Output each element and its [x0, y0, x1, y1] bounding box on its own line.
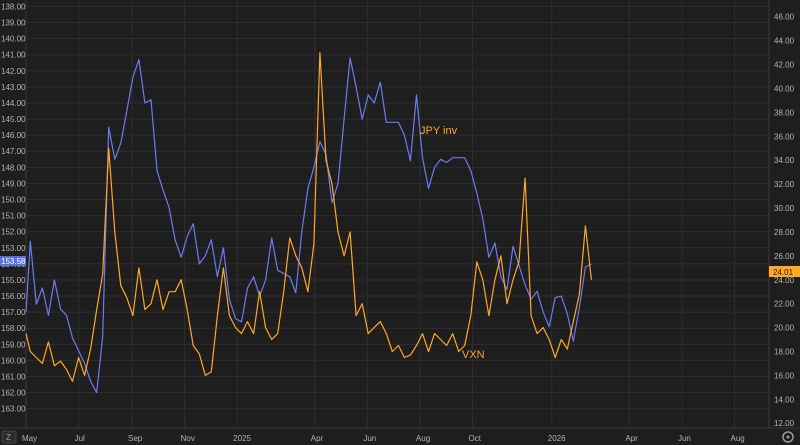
right-tick-label: 44.00: [774, 37, 795, 46]
x-tick-label: Jul: [75, 434, 85, 443]
x-tick-label: Aug: [731, 434, 745, 443]
x-axis-ticks: May Jul Sep Nov 2025 Apr Jun Aug Oct 2026 Apr Jun Au…: [22, 434, 745, 443]
series-lines: [25, 51, 592, 394]
x-tick-label: Nov: [181, 434, 195, 443]
left-tick-label: 145.00: [1, 115, 26, 124]
left-tick-label: 156.00: [1, 292, 26, 301]
series-line-vxn: [25, 51, 592, 382]
svg-text:24.01: 24.01: [773, 268, 794, 277]
right-tick-label: 24.00: [774, 276, 795, 285]
right-tick-label: 42.00: [774, 61, 795, 70]
left-tick-label: 146.00: [1, 131, 26, 140]
left-tick-label: 157.00: [1, 308, 26, 317]
right-tick-label: 14.00: [774, 395, 795, 404]
right-tick-label: 20.00: [774, 324, 795, 333]
grid: [25, 0, 769, 428]
left-tick-label: 147.00: [1, 147, 26, 156]
left-tick-label: 138.00: [1, 2, 26, 11]
left-tick-label: 141.00: [1, 51, 26, 60]
left-tick-label: 161.00: [1, 373, 26, 382]
right-axis-ticks: 12.00 14.00 16.00 18.00 20.00 22.00 24.00 26.00…: [774, 13, 795, 428]
right-tick-label: 38.00: [774, 108, 795, 117]
right-tick-label: 34.00: [774, 156, 795, 165]
right-tick-label: 18.00: [774, 347, 795, 356]
x-tick-label: Apr: [625, 434, 638, 443]
x-tick-label: Sep: [128, 434, 143, 443]
left-tick-label: 160.00: [1, 356, 26, 365]
left-tick-label: 139.00: [1, 19, 26, 28]
right-current-badge: 24.01: [769, 266, 800, 277]
x-tick-label: 2025: [233, 434, 251, 443]
series-label-vxn: VXN: [462, 349, 485, 361]
x-tick-label: Aug: [416, 434, 430, 443]
left-current-badge: 153.58: [0, 256, 26, 266]
left-tick-label: 144.00: [1, 99, 26, 108]
x-tick-label: Jun: [678, 434, 691, 443]
series-label-jpy: JPY inv: [420, 125, 458, 137]
settings-icon[interactable]: [782, 431, 794, 443]
right-tick-label: 16.00: [774, 371, 795, 380]
left-tick-label: 162.00: [1, 389, 26, 398]
left-tick-label: 159.00: [1, 340, 26, 349]
right-tick-label: 30.00: [774, 204, 795, 213]
svg-text:153.58: 153.58: [1, 257, 26, 266]
series-line-jpy-inv: [25, 57, 592, 394]
left-tick-label: 142.00: [1, 67, 26, 76]
left-tick-label: 152.00: [1, 228, 26, 237]
corner-marker[interactable]: Z: [1, 430, 17, 444]
left-tick-label: 150.00: [1, 196, 26, 205]
x-tick-label: Oct: [468, 434, 481, 443]
x-tick-label: May: [22, 434, 37, 443]
right-tick-label: 26.00: [774, 252, 795, 261]
left-tick-label: 143.00: [1, 83, 26, 92]
x-tick-label: Jun: [363, 434, 376, 443]
left-tick-label: 140.00: [1, 35, 26, 44]
left-tick-label: 148.00: [1, 163, 26, 172]
left-tick-label: 151.00: [1, 212, 26, 221]
x-tick-label: 2026: [548, 434, 566, 443]
right-tick-label: 28.00: [774, 228, 795, 237]
left-tick-label: 153.00: [1, 244, 26, 253]
right-tick-label: 12.00: [774, 419, 795, 428]
left-tick-label: 155.00: [1, 276, 26, 285]
right-tick-label: 22.00: [774, 300, 795, 309]
right-tick-label: 40.00: [774, 84, 795, 93]
right-tick-label: 32.00: [774, 180, 795, 189]
left-tick-label: 149.00: [1, 179, 26, 188]
right-tick-label: 46.00: [774, 13, 795, 22]
left-tick-label: 163.00: [1, 405, 26, 414]
left-tick-label: 158.00: [1, 324, 26, 333]
svg-text:Z: Z: [6, 433, 11, 442]
right-tick-label: 36.00: [774, 132, 795, 141]
x-tick-label: Apr: [311, 434, 324, 443]
